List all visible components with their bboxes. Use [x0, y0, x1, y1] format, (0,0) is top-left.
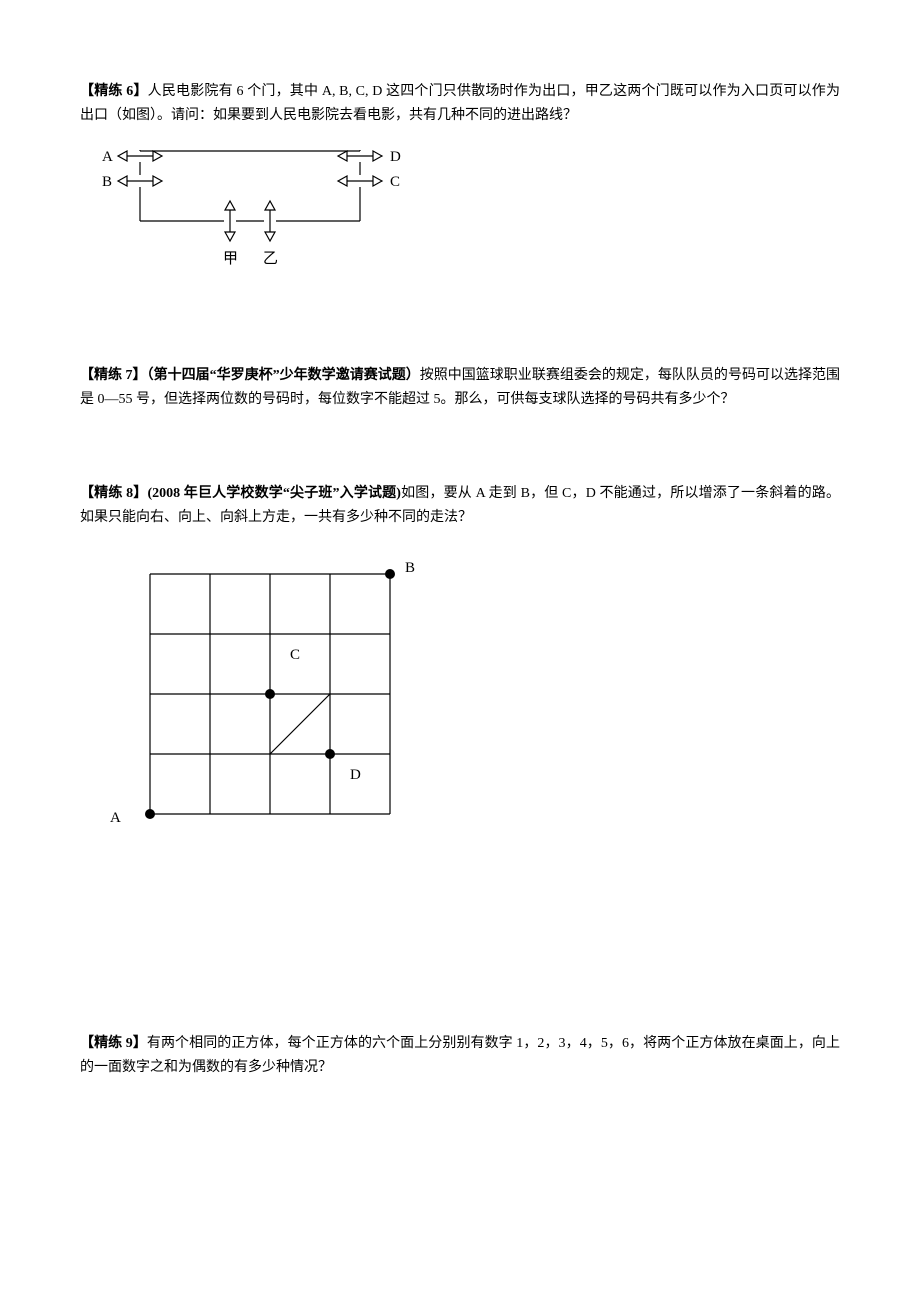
problem-8-diagram: A B C D	[80, 544, 840, 853]
problem-6-body: 人民电影院有 6 个门，其中 A, B, C, D 这四个门只供散场时作为出口，…	[80, 84, 840, 123]
diagram-8-svg: A B C D	[80, 544, 440, 844]
svg-text:A: A	[110, 810, 121, 826]
svg-text:乙: 乙	[263, 251, 278, 267]
problem-9-body: 有两个相同的正方体，每个正方体的六个面上分别别有数字 1，2，3，4，5，6，将…	[80, 1036, 840, 1075]
problem-7-source: （第十四届“华罗庚杯”少年数学邀请赛试题）	[147, 368, 420, 383]
svg-text:C: C	[290, 647, 300, 663]
problem-8-text: 【精练 8】(2008 年巨人学校数学“尖子班”入学试题)如图，要从 A 走到 …	[80, 482, 840, 530]
problem-6-text: 【精练 6】人民电影院有 6 个门，其中 A, B, C, D 这四个门只供散场…	[80, 80, 840, 128]
spacer	[80, 922, 840, 1032]
svg-text:B: B	[405, 560, 415, 576]
problem-7-label: 【精练 7】	[80, 368, 147, 383]
svg-text:D: D	[350, 767, 361, 783]
problem-7-text: 【精练 7】（第十四届“华罗庚杯”少年数学邀请赛试题）按照中国篮球职业联赛组委会…	[80, 364, 840, 412]
problem-8-label: 【精练 8】	[80, 486, 147, 501]
problem-6: 【精练 6】人民电影院有 6 个门，其中 A, B, C, D 这四个门只供散场…	[80, 80, 840, 294]
problem-6-label: 【精练 6】	[80, 84, 148, 99]
svg-text:C: C	[390, 174, 400, 190]
problem-9-label: 【精练 9】	[80, 1036, 147, 1051]
svg-text:D: D	[390, 149, 401, 165]
svg-text:A: A	[102, 149, 113, 165]
svg-text:B: B	[102, 174, 112, 190]
svg-text:甲: 甲	[223, 251, 238, 267]
problem-9: 【精练 9】有两个相同的正方体，每个正方体的六个面上分别别有数字 1，2，3，4…	[80, 1032, 840, 1080]
diagram-6-svg: AB DC 甲 乙	[80, 136, 420, 286]
problem-7: 【精练 7】（第十四届“华罗庚杯”少年数学邀请赛试题）按照中国篮球职业联赛组委会…	[80, 364, 840, 412]
problem-9-text: 【精练 9】有两个相同的正方体，每个正方体的六个面上分别别有数字 1，2，3，4…	[80, 1032, 840, 1080]
problem-6-diagram: AB DC 甲 乙	[80, 136, 840, 295]
problem-8-source: (2008 年巨人学校数学“尖子班”入学试题)	[147, 486, 401, 501]
problem-8: 【精练 8】(2008 年巨人学校数学“尖子班”入学试题)如图，要从 A 走到 …	[80, 482, 840, 852]
